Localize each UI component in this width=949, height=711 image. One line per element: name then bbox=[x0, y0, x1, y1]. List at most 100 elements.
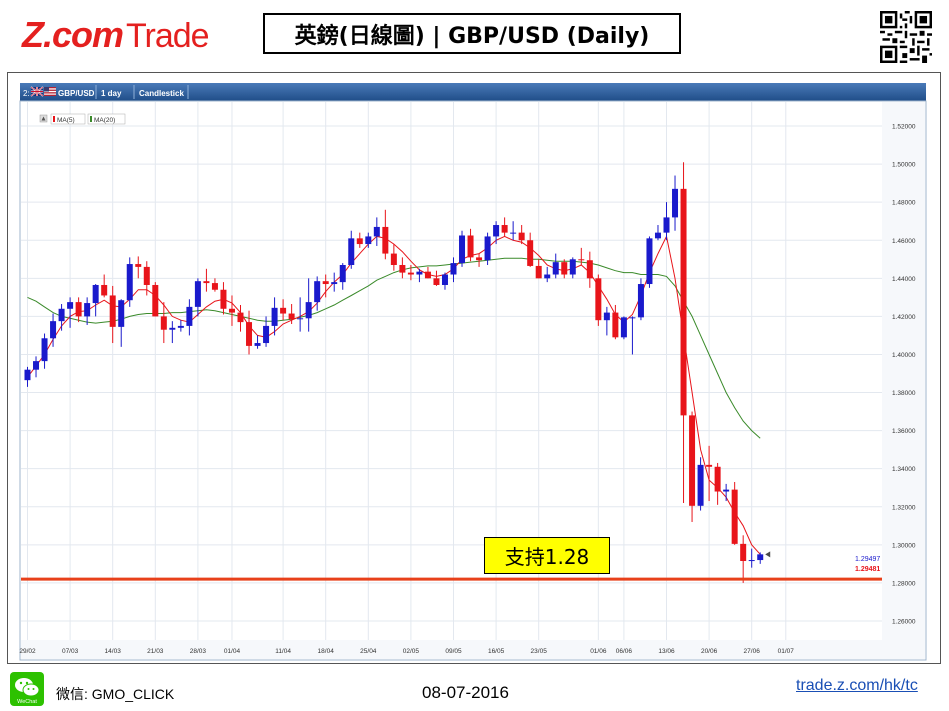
candle-down bbox=[433, 278, 440, 285]
logo-trade: Trade bbox=[126, 17, 210, 55]
x-tick-label: 13/06 bbox=[658, 648, 675, 655]
legend-ma20-box[interactable] bbox=[87, 113, 126, 125]
x-tick-label: 29/02 bbox=[19, 648, 36, 655]
x-tick-label: 21/03 bbox=[147, 648, 164, 655]
candle-up bbox=[552, 262, 559, 275]
candle-down bbox=[75, 302, 82, 317]
website-link[interactable]: trade.z.com/hk/tc bbox=[796, 677, 918, 694]
candle-down bbox=[280, 307, 287, 314]
candle-down bbox=[322, 281, 329, 285]
wechat-icon-label: WeChat bbox=[17, 699, 37, 705]
plot-background bbox=[19, 100, 927, 661]
x-tick-label: 23/05 bbox=[531, 648, 548, 655]
candle-down bbox=[390, 253, 397, 265]
candle-down bbox=[501, 225, 508, 233]
candle-up bbox=[126, 264, 133, 301]
y-tick-label: 1.34000 bbox=[892, 466, 916, 473]
legend-ma20-label: MA(20) bbox=[94, 117, 115, 124]
zcom-trade-logo: Z.com Trade bbox=[22, 14, 210, 56]
legend-ma5-box[interactable] bbox=[50, 113, 86, 125]
x-tick-label: 27/06 bbox=[744, 648, 761, 655]
candle-up bbox=[339, 264, 346, 283]
candle-down bbox=[203, 281, 210, 284]
candle-down bbox=[152, 284, 159, 317]
candle-down bbox=[714, 466, 721, 492]
x-tick-label: 02/05 bbox=[403, 648, 420, 655]
candle-down bbox=[476, 257, 483, 261]
candle-up bbox=[603, 312, 610, 321]
candle-up bbox=[697, 464, 704, 506]
candle-up bbox=[314, 281, 321, 303]
candle-down bbox=[595, 278, 602, 321]
y-tick-label: 1.44000 bbox=[892, 276, 916, 283]
candle-up bbox=[569, 259, 576, 275]
candle-down bbox=[109, 295, 116, 327]
y-axis-ticks: 1.52000 1.50000 1.48000 1.46000 1.44000 1.420… bbox=[892, 124, 916, 626]
candle-up bbox=[58, 308, 65, 322]
candle-up bbox=[629, 317, 636, 319]
toolbar-interval[interactable]: 1 day bbox=[101, 89, 122, 98]
price-tag-upper: 1.29497 bbox=[855, 556, 880, 563]
y-tick-label: 1.38000 bbox=[892, 390, 916, 397]
candle-up bbox=[118, 300, 125, 327]
legend-ma5-label: MA(5) bbox=[57, 117, 75, 124]
candle-down bbox=[731, 489, 738, 544]
candle-down bbox=[135, 264, 142, 267]
candle-up bbox=[544, 274, 551, 279]
candle-up bbox=[663, 217, 670, 233]
x-tick-label: 09/05 bbox=[445, 648, 462, 655]
x-tick-label: 20/06 bbox=[701, 648, 718, 655]
wechat-icon: WeChat bbox=[10, 672, 44, 706]
candle-down bbox=[211, 283, 218, 290]
report-date: 08-07-2016 bbox=[422, 683, 509, 702]
price-pointer-icon bbox=[765, 551, 771, 558]
candle-down bbox=[143, 266, 150, 285]
x-tick-label: 07/03 bbox=[62, 648, 79, 655]
candle-up bbox=[654, 232, 661, 239]
x-tick-label: 16/05 bbox=[488, 648, 505, 655]
toolbar-index: 2: bbox=[23, 89, 30, 98]
candle-up bbox=[92, 284, 99, 304]
qr-code-icon bbox=[880, 11, 932, 63]
candle-up bbox=[254, 343, 261, 346]
x-tick-label: 06/06 bbox=[616, 648, 633, 655]
toolbar-symbol[interactable]: GBP/USD bbox=[58, 89, 95, 98]
candlesticks bbox=[24, 162, 764, 583]
candle-up bbox=[33, 361, 40, 370]
us-flag-icon bbox=[44, 87, 56, 96]
y-tick-label: 1.46000 bbox=[892, 238, 916, 245]
y-tick-label: 1.28000 bbox=[892, 580, 916, 587]
candle-down bbox=[680, 188, 687, 416]
chart-frame: 2: GBP/USD 1 day Candlestick 1.52000 1.50… bbox=[7, 72, 941, 664]
candle-down bbox=[518, 232, 525, 241]
candle-up bbox=[263, 325, 270, 344]
y-tick-label: 1.52000 bbox=[892, 124, 916, 131]
y-tick-label: 1.42000 bbox=[892, 314, 916, 321]
price-tags: 1.29497 1.29481 bbox=[765, 551, 880, 573]
candle-up bbox=[672, 188, 679, 218]
candle-down bbox=[561, 262, 568, 275]
y-tick-label: 1.32000 bbox=[892, 504, 916, 511]
candle-up bbox=[348, 238, 355, 265]
candle-up bbox=[484, 236, 491, 261]
candle-down bbox=[740, 543, 747, 562]
x-axis-panel bbox=[21, 640, 882, 659]
candle-down bbox=[399, 264, 406, 273]
x-tick-label: 18/04 bbox=[318, 648, 335, 655]
candle-up bbox=[331, 282, 338, 285]
toolbar-chart-style[interactable]: Candlestick bbox=[139, 89, 184, 98]
candle-down bbox=[407, 272, 414, 275]
logo-brand: Z.com bbox=[22, 14, 124, 55]
support-annotation: 支持1.28 bbox=[484, 537, 610, 574]
candle-down bbox=[424, 271, 431, 279]
candle-up bbox=[186, 306, 193, 326]
gbpusd-daily-chart[interactable]: 2: GBP/USD 1 day Candlestick 1.52000 1.50… bbox=[8, 73, 940, 663]
ma20-series bbox=[27, 257, 761, 439]
candle-up bbox=[373, 226, 380, 237]
x-tick-label: 28/03 bbox=[190, 648, 207, 655]
y-tick-label: 1.50000 bbox=[892, 162, 916, 169]
candle-up bbox=[637, 284, 644, 318]
price-tag-lower: 1.29481 bbox=[855, 566, 880, 573]
candle-down bbox=[246, 322, 253, 346]
candle-down bbox=[535, 265, 542, 279]
